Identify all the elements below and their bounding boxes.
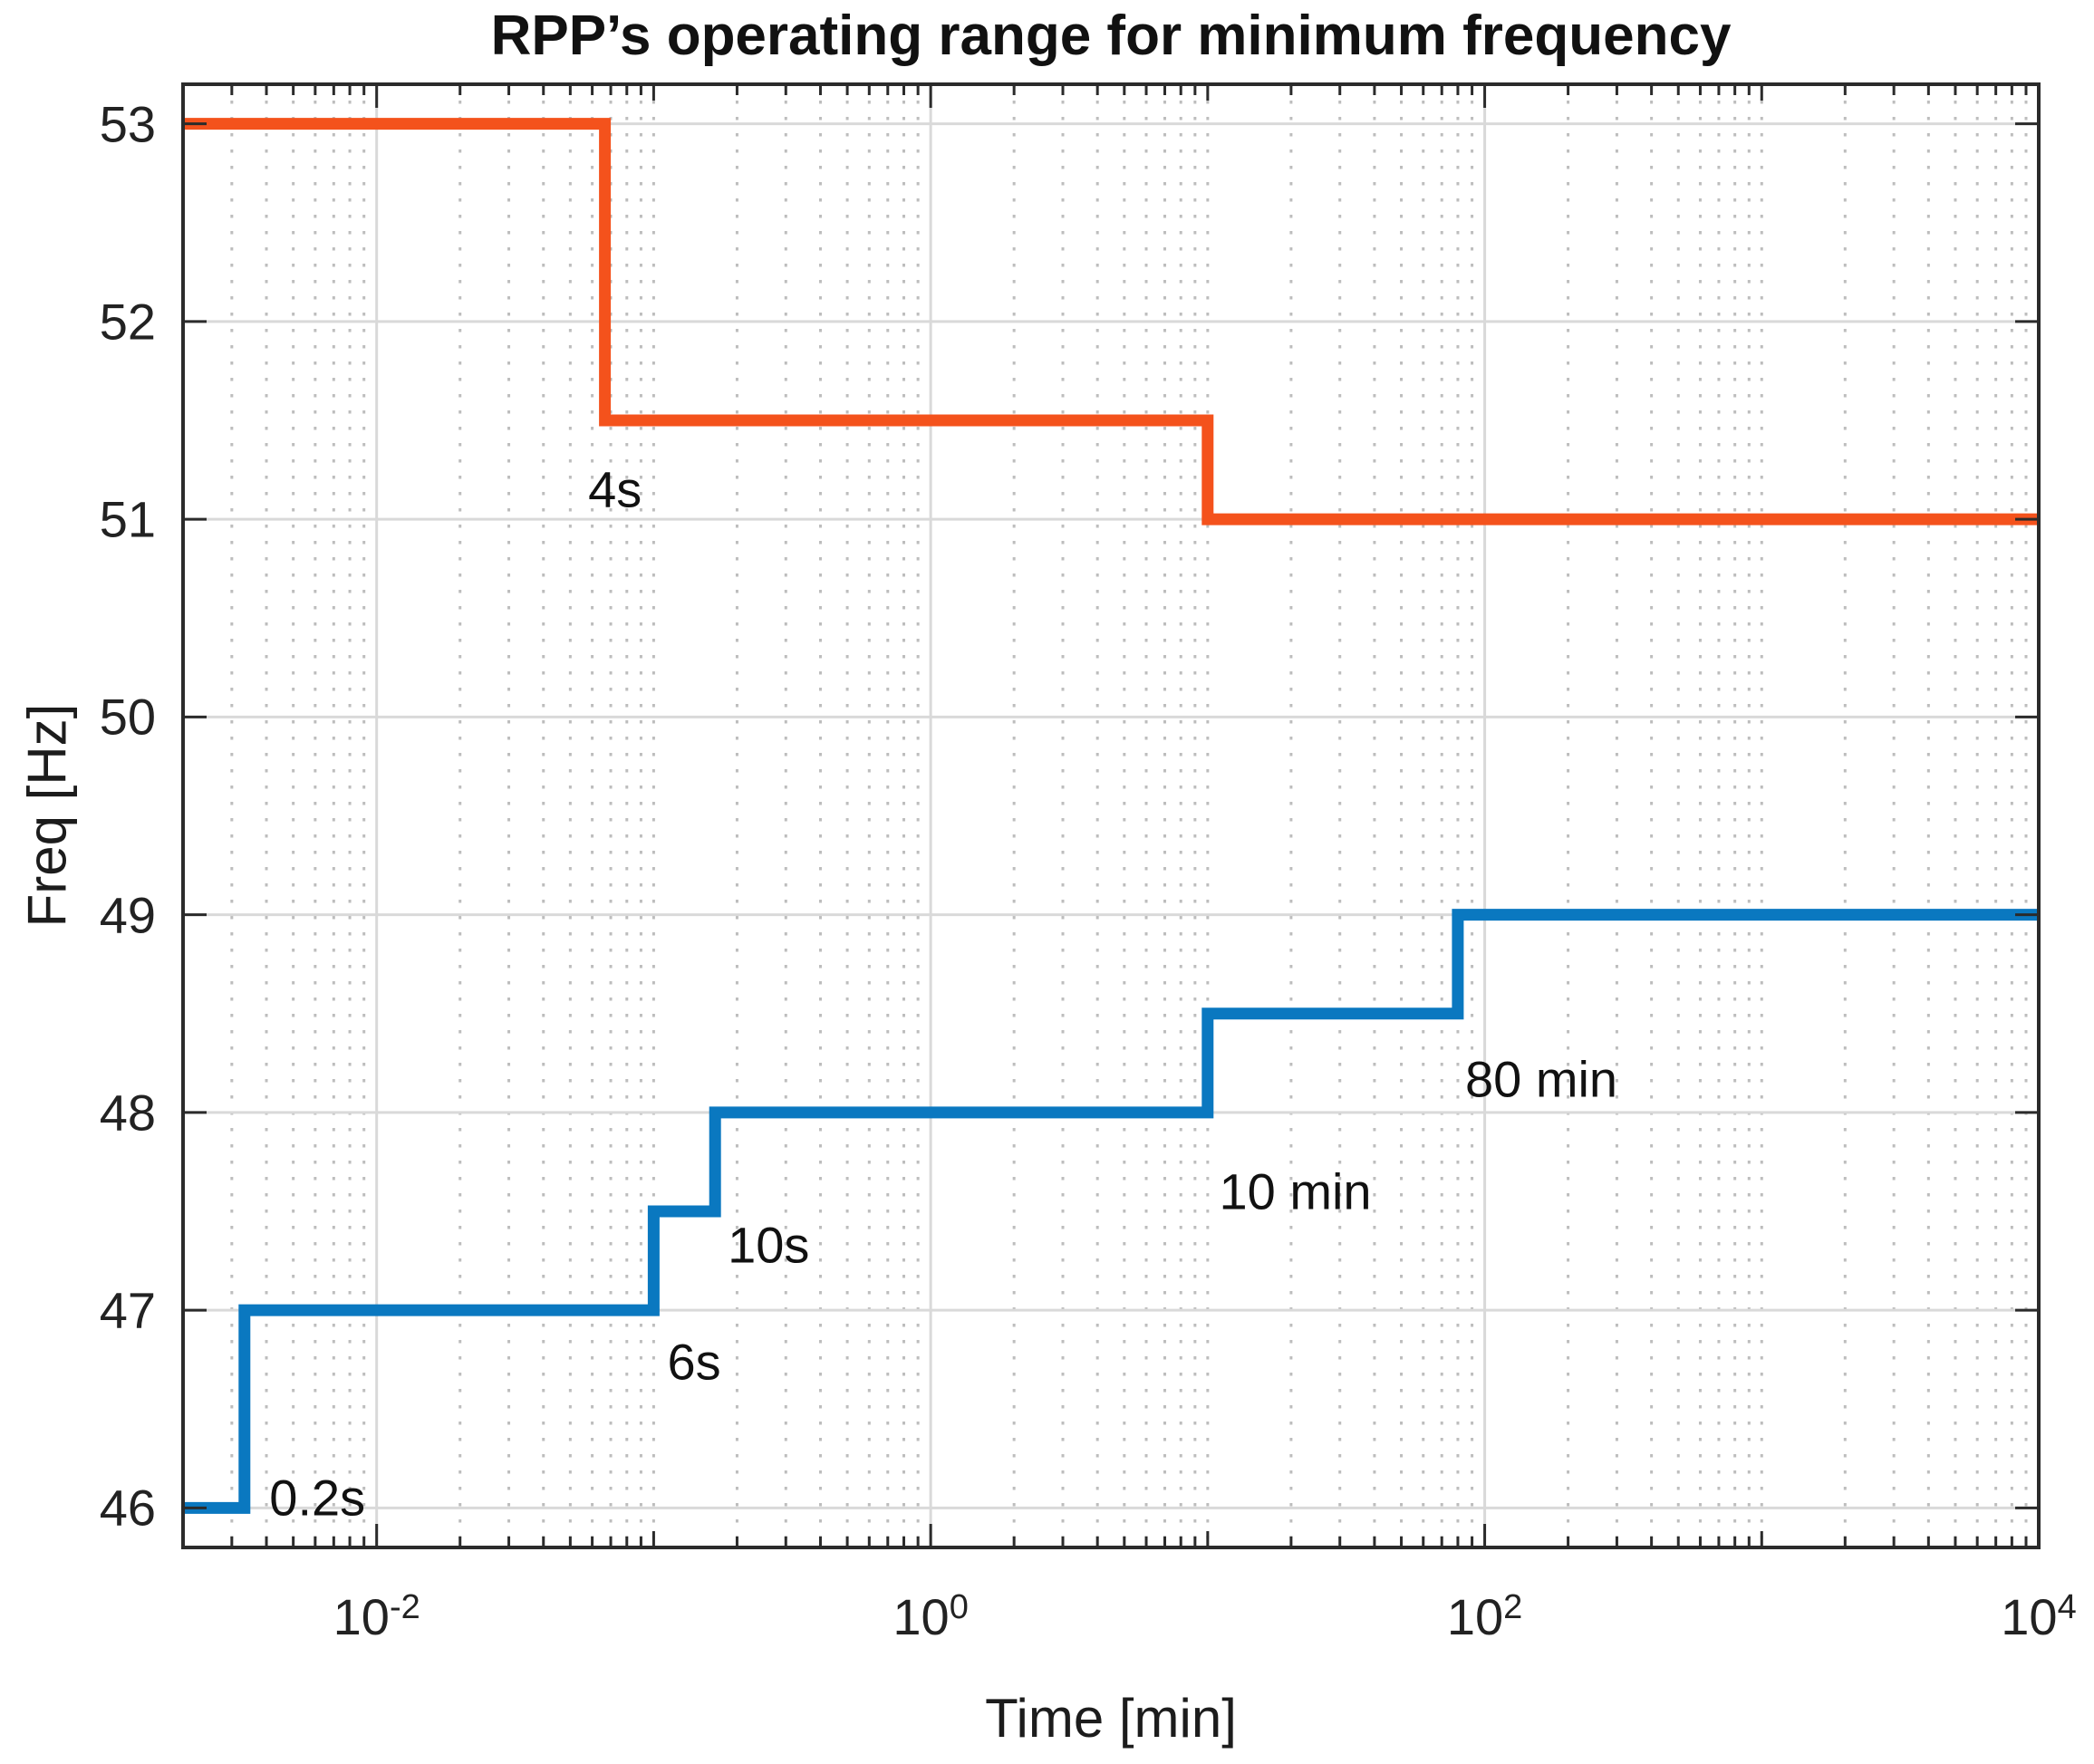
x-axis-label: Time [min] <box>985 1688 1237 1749</box>
y-tick-label: 47 <box>99 1281 156 1339</box>
series-lower-frequency-limit <box>183 909 2039 1514</box>
y-tick-label: 53 <box>99 95 156 153</box>
y-tick-label: 49 <box>99 886 156 944</box>
axes-box <box>181 82 2041 1549</box>
annotation-6s: 6s <box>667 1333 721 1391</box>
annotation-80-min: 80 min <box>1464 1050 1618 1108</box>
x-tick-label: 102 <box>1446 1588 1523 1645</box>
chart-title: RPP’s operating range for minimum freque… <box>490 5 1732 67</box>
x-tick-label: 10-2 <box>333 1588 420 1645</box>
annotation-0.2s: 0.2s <box>269 1469 366 1527</box>
y-tick-label: 46 <box>99 1479 156 1537</box>
annotation-4s: 4s <box>588 460 642 518</box>
y-tick-label: 50 <box>99 688 156 746</box>
y-tick-label: 48 <box>99 1084 156 1142</box>
annotation-10-min: 10 min <box>1219 1162 1372 1220</box>
y-tick-label: 51 <box>99 490 156 548</box>
x-tick-label: 100 <box>893 1588 969 1645</box>
annotation-10s: 10s <box>728 1216 810 1274</box>
series-upper-frequency-limit <box>183 118 2039 525</box>
y-tick-label: 52 <box>99 293 156 351</box>
x-tick-label: 104 <box>2001 1588 2077 1645</box>
